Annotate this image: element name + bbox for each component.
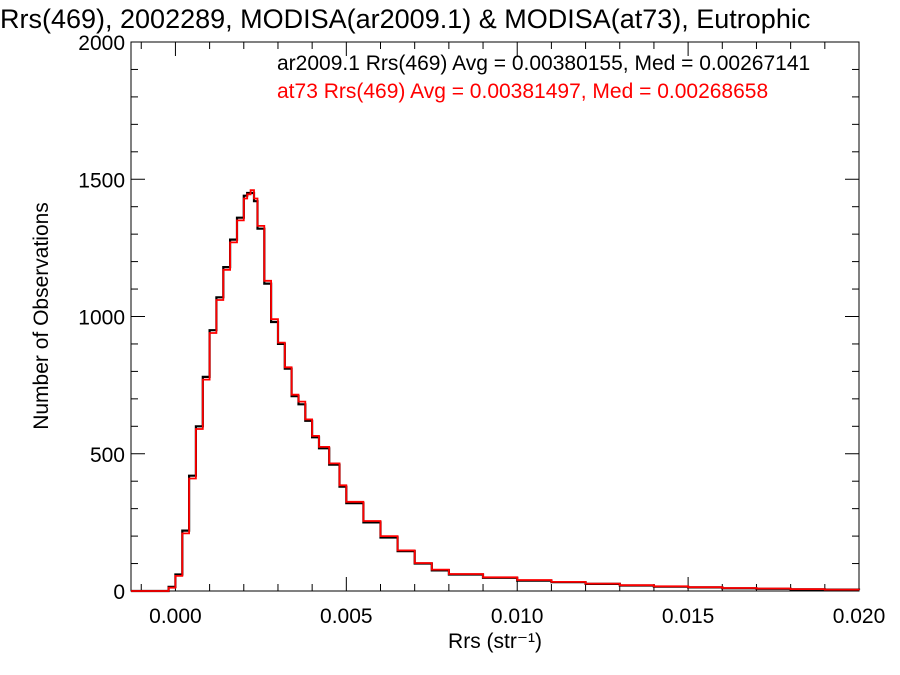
x-axis: 0.000 0.005 0.010 0.015 0.020: [140, 42, 886, 628]
x-tick-label: 0.010: [491, 605, 544, 628]
x-tick-label: 0.020: [833, 605, 886, 628]
chart-title: Rrs(469), 2002289, MODISA(ar2009.1) & MO…: [0, 4, 810, 34]
x-tick-label: 0.005: [320, 605, 373, 628]
x-axis-label: Rrs (str⁻¹): [448, 630, 542, 653]
series-layer: [131, 189, 861, 593]
legend-entry-ar2009: ar2009.1 Rrs(469) Avg = 0.00380155, Med …: [277, 52, 810, 75]
x-tick-label: 0.015: [662, 605, 715, 628]
legend-entry-at73: at73 Rrs(469) Avg = 0.00381497, Med = 0.…: [277, 80, 768, 103]
series-line-ar2009-1: [131, 191, 861, 593]
y-axis: 0 500 1000 1500 2000: [78, 32, 859, 604]
plot-frame: [130, 41, 860, 592]
y-axis-label: Number of Observations: [30, 202, 53, 430]
y-tick-label: 0: [113, 581, 125, 604]
series-line-at73: [131, 189, 860, 592]
x-tick-label: 0.000: [149, 605, 202, 628]
y-tick-label: 500: [90, 444, 125, 467]
y-tick-label: 2000: [78, 32, 125, 55]
y-tick-label: 1000: [78, 307, 125, 330]
y-tick-label: 1500: [78, 169, 125, 192]
